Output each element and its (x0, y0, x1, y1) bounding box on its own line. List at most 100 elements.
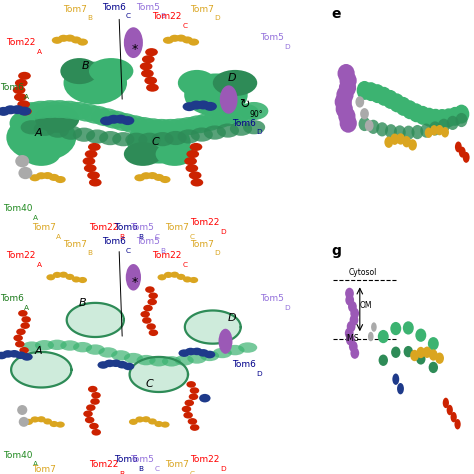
Ellipse shape (138, 133, 161, 147)
Ellipse shape (89, 58, 133, 84)
Ellipse shape (73, 104, 101, 122)
Text: Tom40: Tom40 (3, 451, 33, 459)
Ellipse shape (410, 350, 419, 361)
Ellipse shape (347, 321, 356, 332)
Ellipse shape (220, 85, 237, 114)
Text: Tom22: Tom22 (89, 223, 118, 232)
Ellipse shape (240, 102, 268, 120)
Ellipse shape (396, 133, 405, 145)
Text: A: A (56, 234, 61, 239)
Text: Tom7: Tom7 (165, 223, 189, 232)
Text: Tom22: Tom22 (89, 460, 118, 469)
Ellipse shape (87, 172, 100, 180)
Ellipse shape (121, 116, 134, 125)
Ellipse shape (16, 328, 26, 335)
Ellipse shape (339, 71, 357, 90)
Ellipse shape (415, 328, 426, 342)
Ellipse shape (182, 102, 196, 111)
Ellipse shape (403, 346, 413, 357)
Ellipse shape (82, 157, 95, 165)
Text: *: * (132, 275, 138, 289)
Ellipse shape (238, 342, 257, 353)
Ellipse shape (56, 421, 65, 428)
Ellipse shape (60, 340, 80, 351)
Ellipse shape (145, 286, 155, 293)
Polygon shape (185, 310, 241, 344)
Text: A: A (33, 215, 38, 220)
Ellipse shape (22, 142, 60, 166)
Text: Tom5: Tom5 (130, 223, 154, 232)
Ellipse shape (183, 412, 193, 419)
Ellipse shape (428, 109, 444, 128)
Ellipse shape (156, 119, 185, 137)
Ellipse shape (13, 86, 26, 94)
Ellipse shape (117, 361, 128, 368)
Ellipse shape (154, 174, 164, 181)
Polygon shape (11, 352, 72, 387)
Text: Tom22: Tom22 (191, 219, 220, 227)
Ellipse shape (182, 406, 191, 412)
Ellipse shape (346, 334, 355, 346)
Ellipse shape (147, 172, 158, 179)
Ellipse shape (53, 272, 62, 278)
Ellipse shape (190, 387, 199, 394)
Ellipse shape (213, 70, 257, 96)
Ellipse shape (163, 37, 173, 44)
Ellipse shape (124, 353, 143, 363)
Ellipse shape (59, 272, 68, 278)
Ellipse shape (15, 341, 25, 347)
Ellipse shape (160, 176, 171, 183)
Ellipse shape (178, 129, 200, 144)
Ellipse shape (417, 347, 425, 358)
Ellipse shape (350, 347, 359, 359)
Ellipse shape (161, 421, 170, 428)
Polygon shape (129, 357, 188, 392)
Ellipse shape (34, 122, 56, 136)
Ellipse shape (142, 416, 151, 422)
Text: *: * (132, 43, 138, 56)
Ellipse shape (385, 124, 397, 138)
Ellipse shape (441, 127, 449, 137)
Text: C: C (155, 466, 159, 472)
Ellipse shape (17, 405, 27, 415)
Ellipse shape (379, 355, 388, 366)
Ellipse shape (64, 102, 92, 120)
Ellipse shape (149, 356, 168, 366)
Ellipse shape (147, 299, 157, 305)
Ellipse shape (124, 142, 162, 166)
Ellipse shape (155, 142, 194, 166)
Text: C: C (189, 234, 194, 239)
Text: D: D (228, 73, 236, 83)
Text: A: A (33, 461, 38, 467)
Text: Tom6: Tom6 (0, 83, 24, 92)
Text: D: D (221, 466, 227, 472)
Ellipse shape (423, 346, 431, 358)
Text: C: C (146, 379, 153, 389)
Ellipse shape (123, 363, 134, 370)
Text: D: D (284, 305, 290, 310)
Ellipse shape (15, 79, 27, 87)
Ellipse shape (166, 118, 194, 137)
Ellipse shape (24, 419, 33, 425)
Ellipse shape (124, 27, 143, 58)
Text: OM: OM (360, 301, 372, 310)
Ellipse shape (420, 124, 432, 138)
Text: D: D (228, 312, 236, 323)
Text: Tom22: Tom22 (191, 456, 220, 464)
Ellipse shape (114, 115, 128, 124)
Ellipse shape (455, 419, 461, 429)
Ellipse shape (110, 359, 122, 367)
Ellipse shape (86, 404, 96, 411)
Ellipse shape (9, 109, 54, 137)
Ellipse shape (100, 117, 113, 126)
Ellipse shape (350, 314, 358, 326)
Ellipse shape (14, 93, 27, 101)
Text: Tom5: Tom5 (137, 3, 160, 11)
Ellipse shape (429, 121, 441, 136)
Text: B: B (82, 61, 90, 72)
Ellipse shape (219, 329, 232, 354)
Ellipse shape (345, 288, 354, 299)
Ellipse shape (36, 100, 64, 118)
Ellipse shape (128, 117, 157, 135)
Ellipse shape (204, 126, 226, 140)
